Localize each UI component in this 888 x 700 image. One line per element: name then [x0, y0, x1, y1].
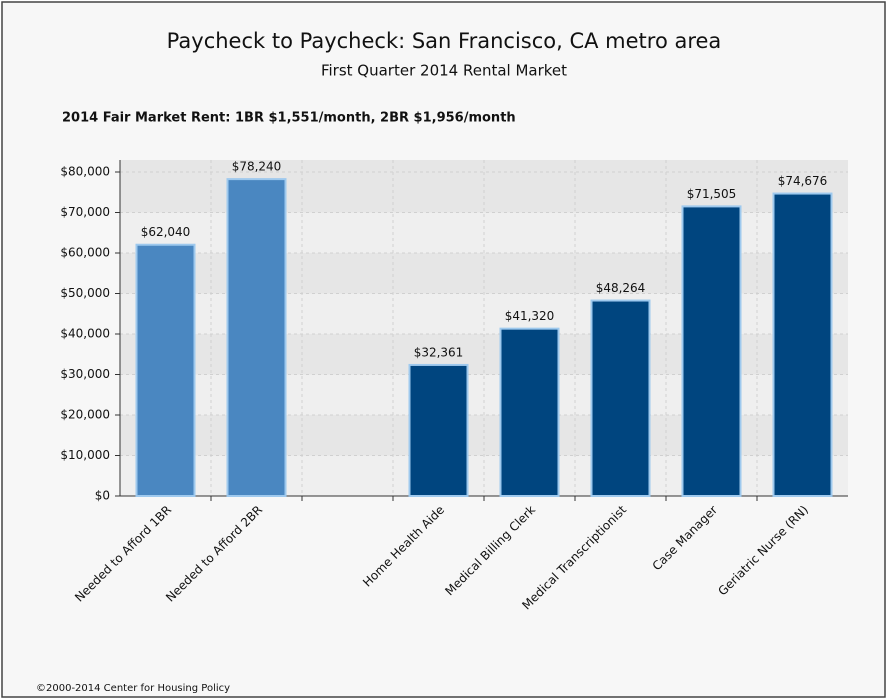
- bar: [681, 205, 742, 497]
- y-tick-label: $30,000: [60, 367, 110, 381]
- y-tick-label: $70,000: [60, 205, 110, 219]
- y-tick-label: $80,000: [60, 165, 110, 179]
- footer: ©2000-2014 Center for Housing Policy: [36, 683, 230, 694]
- bar: [226, 178, 287, 498]
- value-label: $74,676: [778, 174, 828, 188]
- bar: [499, 327, 560, 497]
- bar: [772, 192, 833, 497]
- value-label: $62,040: [141, 225, 191, 239]
- y-tick-label: $50,000: [60, 286, 110, 300]
- chart-title: Paycheck to Paycheck: San Francisco, CA …: [167, 29, 722, 53]
- value-label: $48,264: [596, 281, 646, 295]
- value-label: $41,320: [505, 309, 555, 323]
- value-label: $32,361: [414, 345, 464, 359]
- chart-subtitle: First Quarter 2014 Rental Market: [321, 62, 567, 80]
- bar: [408, 363, 469, 498]
- value-label: $78,240: [232, 160, 282, 174]
- bar: [135, 243, 196, 497]
- y-tick-label: $10,000: [60, 448, 110, 462]
- y-tick-label: $40,000: [60, 327, 110, 341]
- y-tick-label: $60,000: [60, 246, 110, 260]
- bar: [590, 299, 651, 497]
- value-label: $71,505: [687, 187, 737, 201]
- annotation: 2014 Fair Market Rent: 1BR $1,551/month,…: [62, 111, 516, 126]
- y-tick-label: $0: [95, 489, 110, 503]
- y-tick-label: $20,000: [60, 408, 110, 422]
